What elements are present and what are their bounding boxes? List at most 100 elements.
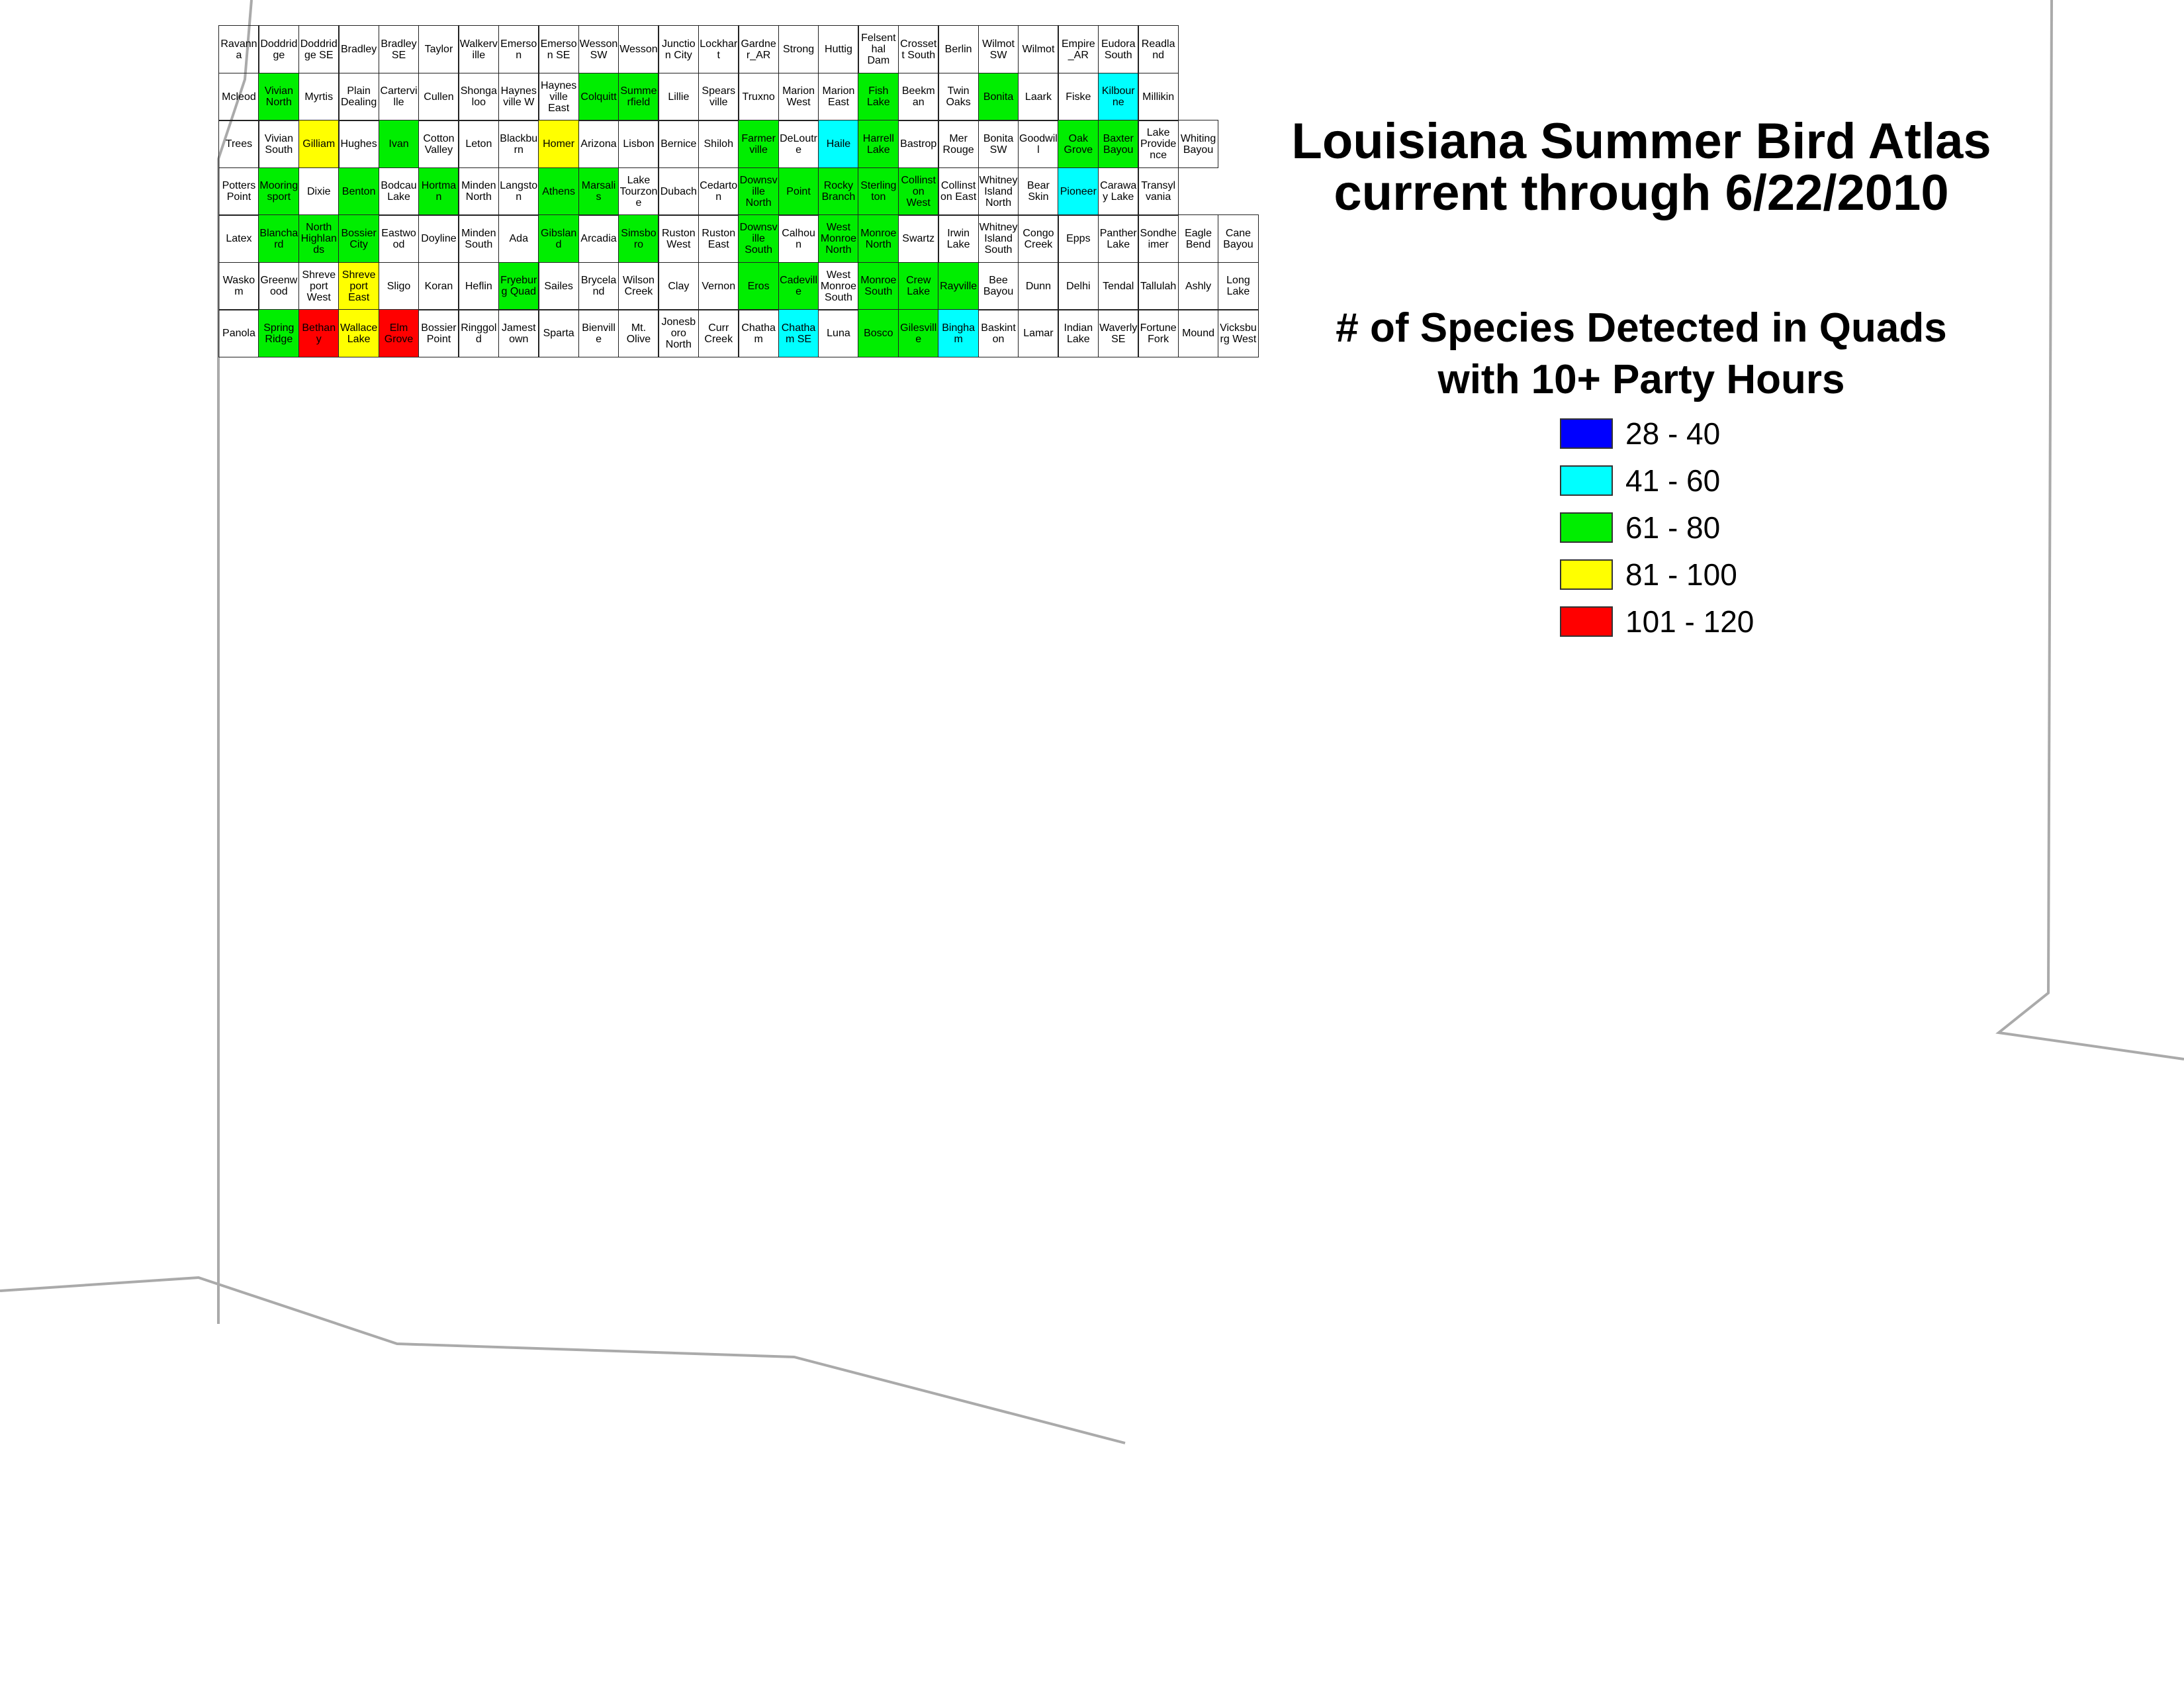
quad: Latex <box>218 214 259 263</box>
quad: DeLoutre <box>778 120 819 168</box>
quad: Felsenthal Dam <box>858 25 899 73</box>
quad: Downsville South <box>738 214 780 263</box>
quad: Wesson <box>618 25 659 73</box>
quad: Jonesboro North <box>658 309 700 357</box>
quad: Eastwood <box>378 214 420 263</box>
quad: Delhi <box>1058 261 1099 310</box>
quad: Leton <box>458 120 500 168</box>
quad: Vivian South <box>258 120 300 168</box>
quad: Clay <box>658 261 700 310</box>
quad: Marion West <box>778 72 819 121</box>
quad: Collinston East <box>938 167 979 216</box>
quad: Whitney Island South <box>978 214 1019 263</box>
quad: Marsalis <box>578 167 619 216</box>
quad: Downsville North <box>738 167 780 216</box>
quad: Bear Skin <box>1018 167 1059 216</box>
quad: Collinston West <box>897 167 939 216</box>
quad: Haile <box>818 120 859 168</box>
quad: Wilson Creek <box>618 261 659 310</box>
quad: Arizona <box>578 120 619 168</box>
quad: Doddridge SE <box>298 25 340 73</box>
quad: Rocky Branch <box>818 167 859 216</box>
quad: Chatham SE <box>778 309 819 357</box>
quad: Goodwill <box>1018 120 1059 168</box>
quad: Waverly SE <box>1097 309 1139 357</box>
quad: Cullen <box>418 72 459 121</box>
quad: Minden South <box>458 214 500 263</box>
quad: Emerson SE <box>538 25 580 73</box>
quad: Ringgold <box>458 309 500 357</box>
quad: Bastrop <box>897 120 939 168</box>
quad: Kilbourne <box>1097 72 1139 121</box>
quad: Tendal <box>1097 261 1139 310</box>
quad: Ashly <box>1177 261 1219 310</box>
quad: Athens <box>538 167 580 216</box>
quad: Heflin <box>458 261 500 310</box>
quad: Langston <box>498 167 539 216</box>
quad: Dixie <box>298 167 340 216</box>
quad: West Monroe North <box>818 214 859 263</box>
quad: Vivian North <box>258 72 300 121</box>
quad: Bossier City <box>338 214 380 263</box>
legend-label: 61 - 80 <box>1625 510 1721 545</box>
quad: Bonita SW <box>978 120 1019 168</box>
quad: Carterville <box>378 72 420 121</box>
legend-swatch <box>1560 418 1613 449</box>
quad: Bosco <box>858 309 899 357</box>
quad: Bradley SE <box>378 25 420 73</box>
quad: Empire_AR <box>1058 25 1099 73</box>
quad: Panola <box>218 309 259 357</box>
quad: Bee Bayou <box>978 261 1019 310</box>
legend-label: 41 - 60 <box>1625 463 1721 498</box>
quad: Lisbon <box>618 120 659 168</box>
quad: Blanchard <box>258 214 300 263</box>
legend-label: 101 - 120 <box>1625 604 1754 639</box>
quad: Vicksburg West <box>1218 309 1259 357</box>
quad: Doddridge <box>258 25 300 73</box>
quad: Point <box>778 167 819 216</box>
quad: Junction City <box>658 25 700 73</box>
quad: Walkerville <box>458 25 500 73</box>
quad: Whiting Bayou <box>1177 120 1219 168</box>
quad: Lillie <box>658 72 700 121</box>
quad: Bradley <box>338 25 380 73</box>
quad: Irwin Lake <box>938 214 979 263</box>
quad: Cotton Valley <box>418 120 459 168</box>
legend-title: # of Species Detected in Quads <box>1336 305 1947 351</box>
quad: Gibsland <box>538 214 580 263</box>
quad: Calhoun <box>778 214 819 263</box>
quad: Mooringsport <box>258 167 300 216</box>
legend-title: with 10+ Party Hours <box>1437 357 1845 402</box>
legend-swatch <box>1560 512 1613 543</box>
quad: Wallace Lake <box>338 309 380 357</box>
quad: Haynesville W <box>498 72 539 121</box>
quad: Marion East <box>818 72 859 121</box>
quad: Whitney Island North <box>978 167 1019 216</box>
quad: Truxno <box>738 72 780 121</box>
quad: Monroe North <box>858 214 899 263</box>
quad: Shongaloo <box>458 72 500 121</box>
quad: Eros <box>738 261 780 310</box>
quad: Bryceland <box>578 261 619 310</box>
quad: Crossett South <box>897 25 939 73</box>
quad: Summerfield <box>618 72 659 121</box>
quad: Lake Tourzone <box>618 167 659 216</box>
quad: Readland <box>1138 25 1179 73</box>
quad: Waskom <box>218 261 259 310</box>
quad: Sondheimer <box>1138 214 1179 263</box>
quad: Koran <box>418 261 459 310</box>
quad: Laark <box>1018 72 1059 121</box>
quad: Hortman <box>418 167 459 216</box>
quad: Cedarton <box>698 167 739 216</box>
quad: Epps <box>1058 214 1099 263</box>
quad: Wilmot SW <box>978 25 1019 73</box>
quad: Dunn <box>1018 261 1059 310</box>
quad: Crew Lake <box>897 261 939 310</box>
quad: Arcadia <box>578 214 619 263</box>
quad: Baxter Bayou <box>1097 120 1139 168</box>
quad: Bingham <box>938 309 979 357</box>
quad: Gilesville <box>897 309 939 357</box>
quad: Cadeville <box>778 261 819 310</box>
quad: Bossier Point <box>418 309 459 357</box>
